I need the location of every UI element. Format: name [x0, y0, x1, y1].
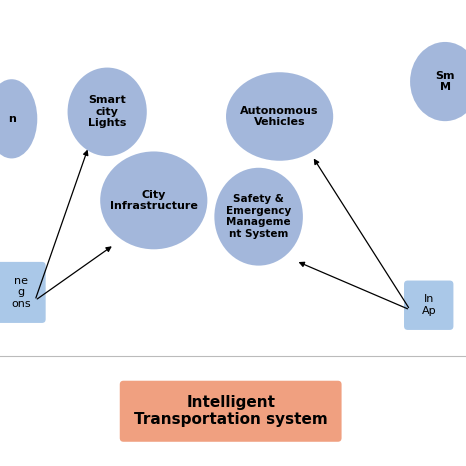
Text: Smart
city
Lights: Smart city Lights	[88, 95, 126, 129]
Ellipse shape	[410, 42, 466, 121]
Text: n: n	[8, 114, 15, 124]
Ellipse shape	[68, 68, 147, 156]
Text: ne
g
ons: ne g ons	[11, 276, 31, 309]
FancyBboxPatch shape	[404, 281, 453, 330]
Ellipse shape	[226, 72, 333, 161]
Text: City
Infrastructure: City Infrastructure	[110, 190, 198, 211]
Ellipse shape	[0, 79, 37, 158]
Text: Intelligent
Transportation system: Intelligent Transportation system	[134, 395, 328, 427]
Ellipse shape	[214, 168, 303, 266]
Ellipse shape	[100, 151, 207, 249]
Text: Autonomous
Vehicles: Autonomous Vehicles	[240, 106, 319, 127]
FancyBboxPatch shape	[120, 381, 342, 442]
FancyBboxPatch shape	[0, 262, 46, 323]
Text: Safety &
Emergency
Manageme
nt System: Safety & Emergency Manageme nt System	[226, 194, 291, 239]
Text: Sm
M: Sm M	[435, 71, 455, 92]
Text: In
Ap: In Ap	[421, 295, 436, 316]
